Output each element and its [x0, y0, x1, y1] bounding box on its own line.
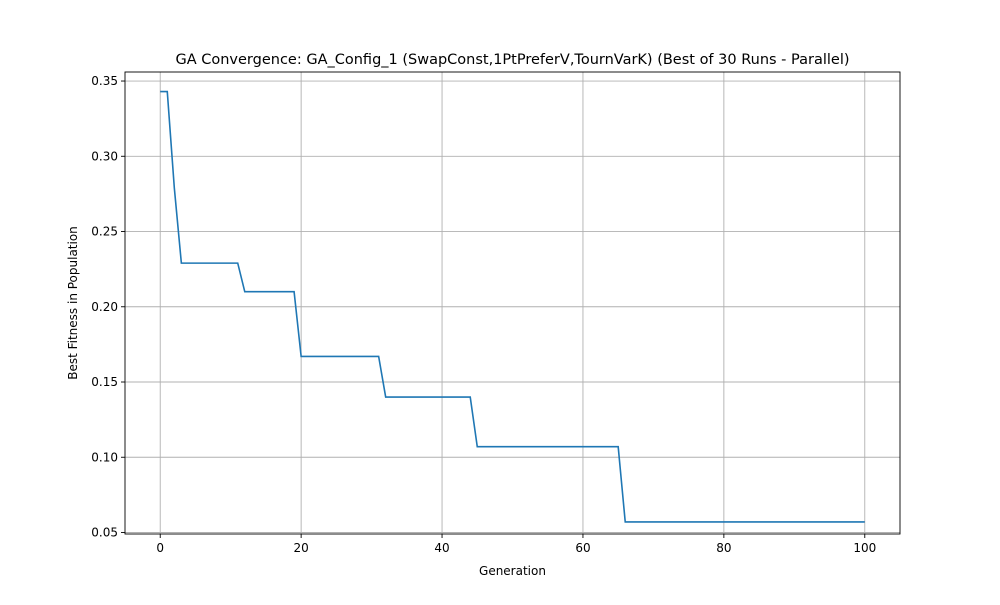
- y-tick-label: 0.20: [91, 300, 118, 314]
- x-tick-label: 100: [853, 541, 876, 555]
- x-tick-label: 20: [293, 541, 308, 555]
- grid: [125, 72, 900, 534]
- y-tick-label: 0.25: [91, 225, 118, 239]
- x-axis-label: Generation: [479, 564, 546, 578]
- x-tick-label: 40: [434, 541, 449, 555]
- y-tick-label: 0.10: [91, 450, 118, 464]
- chart-title: GA Convergence: GA_Config_1 (SwapConst,1…: [175, 52, 849, 68]
- x-tick-label: 80: [716, 541, 731, 555]
- x-tick-label: 60: [575, 541, 590, 555]
- ticks: 0 20 40 60 80 100 0.05 0.10 0.15 0.20 0.25 0.30 0.35: [91, 74, 876, 555]
- x-tick-label: 0: [156, 541, 164, 555]
- y-tick-label: 0.15: [91, 375, 118, 389]
- y-tick-label: 0.05: [91, 525, 118, 539]
- series-line: [160, 90, 865, 523]
- y-axis-label: Best Fitness in Population: [66, 226, 80, 380]
- series-layer: [160, 90, 865, 523]
- y-tick-label: 0.35: [91, 74, 118, 88]
- y-tick-label: 0.30: [91, 149, 118, 163]
- plot-frame: [124, 71, 901, 535]
